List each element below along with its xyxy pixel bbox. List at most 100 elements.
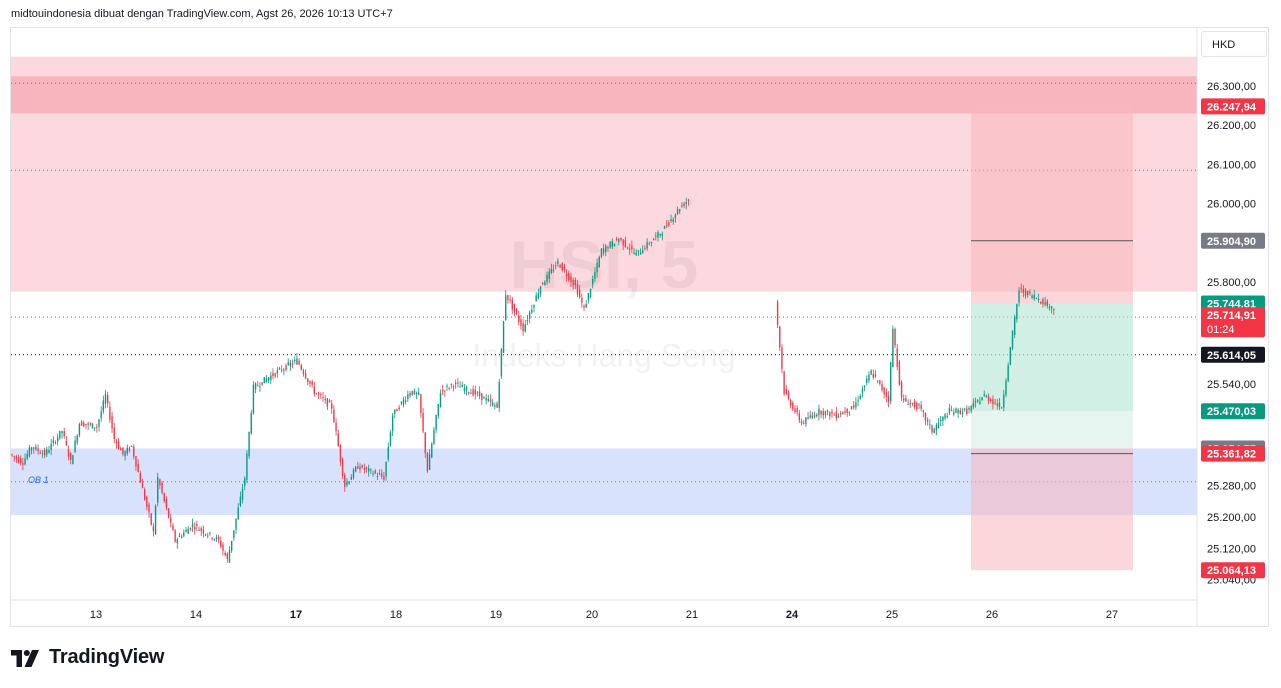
candle-body <box>141 483 144 489</box>
price-badge[interactable] <box>1201 98 1265 115</box>
lower-risk-zone[interactable] <box>971 448 1133 571</box>
candle-body <box>372 473 374 475</box>
candle-body <box>272 373 274 376</box>
candle-body <box>418 392 420 395</box>
candle-body <box>624 239 627 247</box>
candle-body <box>974 400 977 403</box>
candle-body <box>992 398 994 405</box>
watermark-symbol: HSI, 5 <box>510 227 699 303</box>
candle-body <box>668 222 670 226</box>
candle-body <box>409 393 411 397</box>
candle-body <box>659 233 661 236</box>
candle-body <box>940 420 942 422</box>
candle-body <box>465 386 468 391</box>
candle-body <box>924 412 927 421</box>
candle-body <box>676 208 679 214</box>
candle-body <box>583 306 585 308</box>
candle-body <box>1042 298 1044 305</box>
currency-button[interactable]: HKD <box>1201 31 1267 57</box>
price-badge[interactable] <box>1201 346 1265 363</box>
candle-body <box>561 262 563 271</box>
candle-body <box>237 507 239 520</box>
candle-body <box>844 411 846 413</box>
candle-body <box>15 456 18 459</box>
candle-body <box>652 239 655 241</box>
candle-body <box>433 429 435 445</box>
price-badge[interactable] <box>1201 403 1265 420</box>
candle-body <box>491 402 494 406</box>
candle-body <box>933 428 935 433</box>
candle-body <box>524 324 526 332</box>
candle-body <box>515 308 518 315</box>
candle-body <box>570 276 572 282</box>
price-badge[interactable] <box>1201 562 1265 579</box>
candle-body <box>520 319 522 327</box>
candle-body <box>337 433 339 447</box>
candle-body <box>241 488 244 500</box>
candle-body <box>683 203 685 206</box>
price-badge-label: 26.247,94 <box>1207 101 1257 113</box>
candle-body <box>983 394 985 396</box>
candle-body <box>585 304 587 308</box>
candle-body <box>233 530 235 539</box>
candle-body <box>596 262 598 273</box>
candle-body <box>124 451 126 457</box>
risk-zone[interactable] <box>971 106 1133 304</box>
candle-body <box>78 423 81 436</box>
candle-body <box>457 382 459 384</box>
price-badge[interactable] <box>1201 232 1265 249</box>
candle-body <box>28 447 31 457</box>
candle-body <box>831 411 833 414</box>
candle-body <box>946 416 948 418</box>
candle-body <box>363 467 366 470</box>
candle-body <box>805 417 807 424</box>
candle-body <box>818 408 820 416</box>
candle-body <box>622 239 624 246</box>
candle-body <box>248 431 250 457</box>
price-badge[interactable] <box>1201 307 1265 338</box>
candle-body <box>829 412 831 417</box>
candle-body <box>892 328 894 368</box>
candle-body <box>302 370 305 375</box>
candle-body <box>618 239 620 242</box>
candle-body <box>781 347 783 369</box>
candle-body <box>402 399 405 405</box>
candle-body <box>13 455 15 457</box>
candle-body <box>542 282 544 285</box>
candle-body <box>907 403 909 406</box>
candle-body <box>498 381 500 408</box>
candle-body <box>576 283 579 295</box>
candle-body <box>135 456 137 467</box>
candle-body <box>587 293 590 301</box>
candle-body <box>1022 289 1025 293</box>
candle-body <box>574 279 577 286</box>
candle-body <box>881 384 883 391</box>
candle-body <box>870 370 872 375</box>
candle-body <box>472 389 474 396</box>
time-tick: 25 <box>886 609 898 621</box>
candle-body <box>133 446 135 457</box>
reward-zone[interactable] <box>971 303 1133 412</box>
candle-body <box>776 301 779 325</box>
candle-body <box>839 413 842 415</box>
price-badge[interactable] <box>1201 445 1265 462</box>
candle-body <box>855 402 857 408</box>
candle-body <box>26 453 28 459</box>
candle-body <box>339 445 342 462</box>
candle-body <box>87 423 89 425</box>
candle-body <box>98 419 100 427</box>
candle-body <box>650 242 653 244</box>
candle-body <box>320 394 322 396</box>
candle-body <box>977 400 979 402</box>
tradingview-footer[interactable]: TradingView <box>11 646 164 669</box>
reward-extension-zone[interactable] <box>971 411 1133 449</box>
candle-body <box>837 415 840 418</box>
candle-body <box>368 468 370 472</box>
candle-body <box>235 518 237 530</box>
candle-body <box>1035 297 1038 299</box>
candle-body <box>174 530 176 542</box>
candle-body <box>537 293 540 299</box>
candle-body <box>468 392 470 394</box>
candle-body <box>424 432 426 454</box>
